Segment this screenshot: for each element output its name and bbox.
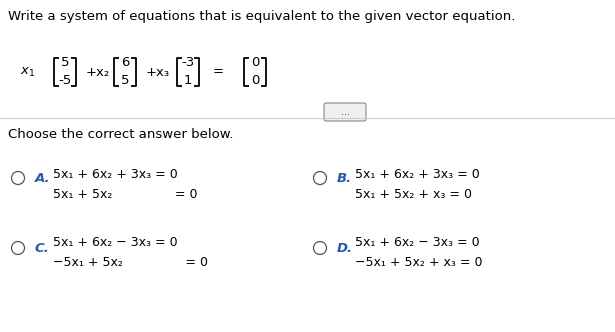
Text: +x₂: +x₂	[86, 65, 110, 78]
Text: 5x₁ + 6x₂ + 3x₃ = 0: 5x₁ + 6x₂ + 3x₃ = 0	[355, 169, 480, 182]
Text: 1: 1	[184, 74, 192, 88]
Text: D.: D.	[337, 241, 353, 255]
Text: 5x₁ + 5x₂ + x₃ = 0: 5x₁ + 5x₂ + x₃ = 0	[355, 189, 472, 202]
Text: 5: 5	[121, 74, 129, 88]
Text: 5x₁ + 6x₂ + 3x₃ = 0: 5x₁ + 6x₂ + 3x₃ = 0	[53, 169, 178, 182]
Text: =: =	[213, 65, 223, 78]
Text: −5x₁ + 5x₂     = 0: −5x₁ + 5x₂ = 0	[53, 257, 208, 270]
Circle shape	[314, 172, 327, 185]
Circle shape	[314, 241, 327, 255]
Text: 0: 0	[251, 74, 259, 88]
Text: +x₃: +x₃	[146, 65, 170, 78]
Text: ...: ...	[341, 107, 349, 117]
Text: 6: 6	[121, 56, 129, 69]
Text: 5x₁ + 6x₂ − 3x₃ = 0: 5x₁ + 6x₂ − 3x₃ = 0	[355, 236, 480, 250]
Text: 5x₁ + 5x₂     = 0: 5x₁ + 5x₂ = 0	[53, 189, 197, 202]
Text: B.: B.	[337, 172, 352, 185]
Text: Choose the correct answer below.: Choose the correct answer below.	[8, 128, 234, 141]
Text: 5x₁ + 6x₂ − 3x₃ = 0: 5x₁ + 6x₂ − 3x₃ = 0	[53, 236, 178, 250]
Text: 0: 0	[251, 56, 259, 69]
FancyBboxPatch shape	[324, 103, 366, 121]
Text: $x_1$: $x_1$	[20, 65, 35, 79]
Text: −5x₁ + 5x₂ + x₃ = 0: −5x₁ + 5x₂ + x₃ = 0	[355, 257, 483, 270]
Text: -3: -3	[181, 56, 194, 69]
Text: 5: 5	[61, 56, 69, 69]
Text: -5: -5	[58, 74, 71, 88]
Text: C.: C.	[35, 241, 50, 255]
Circle shape	[12, 241, 25, 255]
Circle shape	[12, 172, 25, 185]
Text: Write a system of equations that is equivalent to the given vector equation.: Write a system of equations that is equi…	[8, 10, 515, 23]
Text: A.: A.	[35, 172, 50, 185]
